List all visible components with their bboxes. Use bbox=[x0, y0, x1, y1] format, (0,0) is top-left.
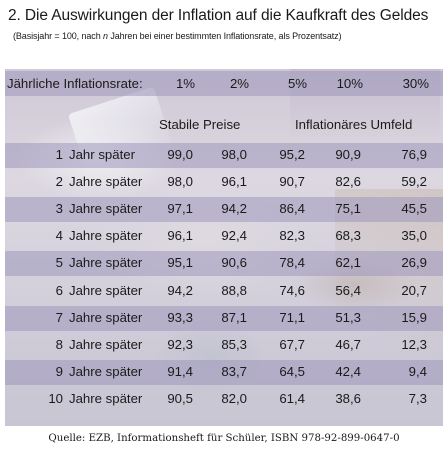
row-band bbox=[5, 143, 443, 168]
row-year-number: 5 bbox=[55, 255, 63, 271]
background-photo-shade bbox=[155, 319, 265, 399]
rate-header: 1% bbox=[175, 76, 195, 91]
row-year-label: Jahre später bbox=[69, 336, 143, 352]
row-year-label: Jahre später bbox=[69, 174, 143, 190]
row-year-label: Jahre später bbox=[69, 309, 143, 325]
table-cell: 92,4 bbox=[221, 228, 247, 244]
table-cell: 99,0 bbox=[167, 147, 193, 162]
document-subtitle: (Basisjahr = 100, nach n Jahren bei eine… bbox=[13, 31, 342, 41]
table-cell: 51,3 bbox=[335, 309, 361, 325]
document-title: 2. Die Auswirkungen der Inflation auf di… bbox=[8, 7, 429, 24]
table-cell: 20,7 bbox=[401, 282, 427, 298]
table-cell: 85,3 bbox=[221, 336, 247, 352]
table-cell: 97,1 bbox=[167, 201, 193, 217]
table-cell: 59,2 bbox=[401, 174, 427, 190]
row-year-number: 9 bbox=[55, 363, 63, 379]
table-cell: 7,3 bbox=[408, 390, 427, 406]
table-cell: 98,0 bbox=[221, 147, 247, 162]
table-cell: 95,2 bbox=[279, 147, 305, 162]
table-cell: 78,4 bbox=[279, 255, 305, 271]
table-cell: 88,8 bbox=[221, 282, 247, 298]
table-cell: 74,6 bbox=[279, 282, 305, 298]
table-cell: 68,3 bbox=[335, 228, 361, 244]
table-cell: 92,3 bbox=[167, 336, 193, 352]
row-band bbox=[5, 359, 443, 385]
table-cell: 26,9 bbox=[401, 255, 427, 271]
table-cell: 62,1 bbox=[335, 255, 361, 271]
row-year-label: Jahre später bbox=[69, 228, 143, 244]
row-band bbox=[5, 251, 443, 277]
subtitle-variable-n: n bbox=[103, 31, 108, 41]
rate-header: 10% bbox=[336, 76, 363, 91]
table-cell: 82,6 bbox=[335, 174, 361, 190]
row-year-number: 3 bbox=[55, 201, 63, 217]
row-year-number: 2 bbox=[55, 174, 63, 190]
table-cell: 71,1 bbox=[279, 309, 305, 325]
table-cell: 96,1 bbox=[167, 228, 193, 244]
table-cell: 15,9 bbox=[401, 309, 427, 325]
rate-header: 30% bbox=[402, 76, 429, 91]
row-year-label: Jahre später bbox=[69, 282, 143, 298]
table-cell: 94,2 bbox=[167, 282, 193, 298]
table-cell: 90,5 bbox=[167, 390, 193, 406]
rate-label: Jährliche Inflationsrate: bbox=[7, 76, 143, 91]
group-label-inflationary: Inflationäres Umfeld bbox=[295, 117, 413, 132]
table-cell: 94,2 bbox=[221, 201, 247, 217]
row-year-label: Jahre später bbox=[69, 255, 143, 271]
row-year-number: 8 bbox=[55, 336, 63, 352]
row-year-label: Jahr später bbox=[69, 147, 135, 162]
table-cell: 93,3 bbox=[167, 309, 193, 325]
inflation-table: Jährliche Inflationsrate: 1% 2% 5% 10% 3… bbox=[5, 69, 443, 426]
table-cell: 90,7 bbox=[279, 174, 305, 190]
table-cell: 61,4 bbox=[279, 390, 305, 406]
table-cell: 76,9 bbox=[401, 147, 427, 162]
table-cell: 46,7 bbox=[335, 336, 361, 352]
table-cell: 12,3 bbox=[401, 336, 427, 352]
table-cell: 75,1 bbox=[335, 201, 361, 217]
row-band bbox=[5, 305, 443, 331]
table-cell: 9,4 bbox=[408, 363, 427, 379]
table-cell: 90,6 bbox=[221, 255, 247, 271]
table-cell: 95,1 bbox=[167, 255, 193, 271]
table-cell: 45,5 bbox=[401, 201, 427, 217]
table-cell: 38,6 bbox=[335, 390, 361, 406]
table-cell: 35,0 bbox=[401, 228, 427, 244]
table-cell: 96,1 bbox=[221, 174, 247, 190]
group-label-stable: Stabile Preise bbox=[159, 117, 241, 132]
row-year-number: 1 bbox=[55, 147, 63, 162]
table-cell: 82,3 bbox=[279, 228, 305, 244]
table-cell: 42,4 bbox=[335, 363, 361, 379]
row-year-number: 4 bbox=[55, 228, 63, 244]
table-cell: 82,0 bbox=[221, 390, 247, 406]
table-cell: 56,4 bbox=[335, 282, 361, 298]
table-cell: 87,1 bbox=[221, 309, 247, 325]
row-year-number: 10 bbox=[48, 390, 63, 406]
table-cell: 83,7 bbox=[221, 363, 247, 379]
rate-header: 2% bbox=[229, 76, 249, 91]
table-cell: 86,4 bbox=[279, 201, 305, 217]
table-cell: 67,7 bbox=[279, 336, 305, 352]
row-year-label: Jahre später bbox=[69, 390, 143, 406]
table-cell: 64,5 bbox=[279, 363, 305, 379]
table-cell: 98,0 bbox=[167, 174, 193, 190]
row-year-number: 6 bbox=[55, 282, 63, 298]
source-note: Quelle: EZB, Informationsheft für Schüle… bbox=[48, 433, 400, 444]
table-cell: 91,4 bbox=[167, 363, 193, 379]
row-year-label: Jahre später bbox=[69, 201, 143, 217]
row-year-number: 7 bbox=[55, 309, 63, 325]
table-cell: 90,9 bbox=[335, 147, 361, 162]
row-year-label: Jahre später bbox=[69, 363, 143, 379]
row-band bbox=[5, 197, 443, 223]
subtitle-text-start: (Basisjahr = 100, nach bbox=[13, 31, 104, 41]
rate-header: 5% bbox=[287, 76, 307, 91]
rate-header-band bbox=[5, 71, 443, 96]
subtitle-text-end: Jahren bei einer bestimmten Inflationsra… bbox=[107, 31, 342, 41]
